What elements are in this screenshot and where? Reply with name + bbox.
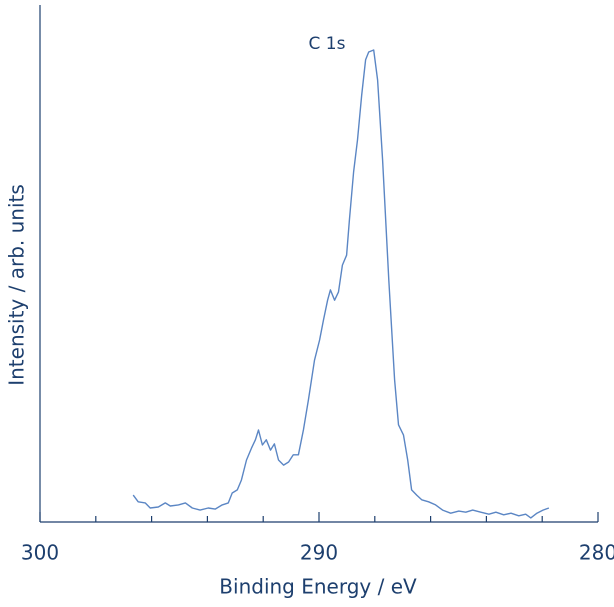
x-tick-label: 280: [579, 541, 614, 565]
y-axis-label: Intensity / arb. units: [5, 184, 29, 386]
x-tick-label: 300: [21, 541, 59, 565]
annotation: C 1s: [309, 34, 346, 54]
spectrum-line: [132, 49, 550, 519]
x-axis-label: Binding Energy / eV: [219, 575, 417, 599]
x-tick-label: 290: [300, 541, 338, 565]
